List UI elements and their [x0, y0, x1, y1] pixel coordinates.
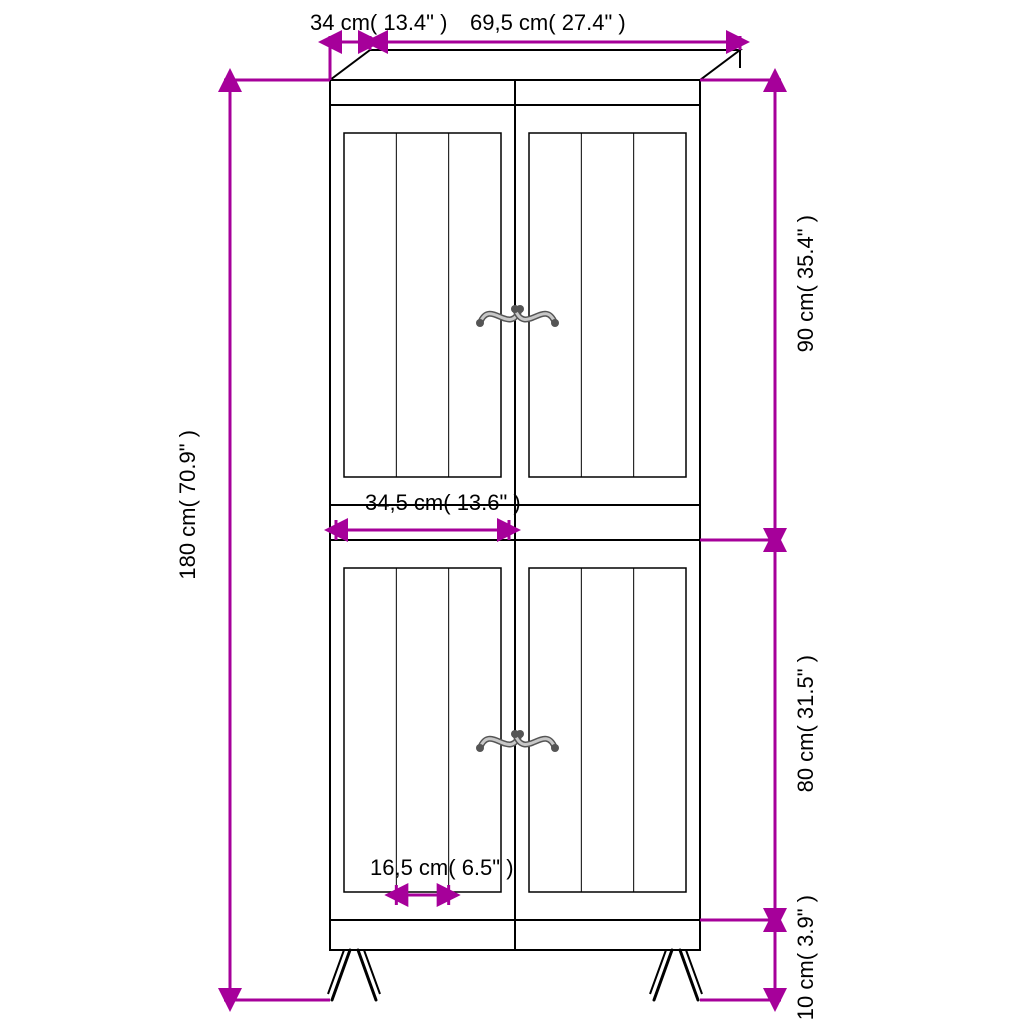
- label-panel-width: 16,5 cm( 6.5" ): [370, 855, 514, 881]
- label-depth: 34 cm( 13.4" ): [310, 10, 447, 36]
- label-lower-height: 80 cm( 31.5" ): [793, 655, 819, 792]
- label-leg-height: 10 cm( 3.9" ): [793, 895, 819, 1020]
- label-half-width: 34,5 cm( 13.6" ): [365, 490, 521, 516]
- label-upper-height: 90 cm( 35.4" ): [793, 215, 819, 352]
- label-total-height: 180 cm( 70.9" ): [175, 430, 201, 580]
- label-width: 69,5 cm( 27.4" ): [470, 10, 626, 36]
